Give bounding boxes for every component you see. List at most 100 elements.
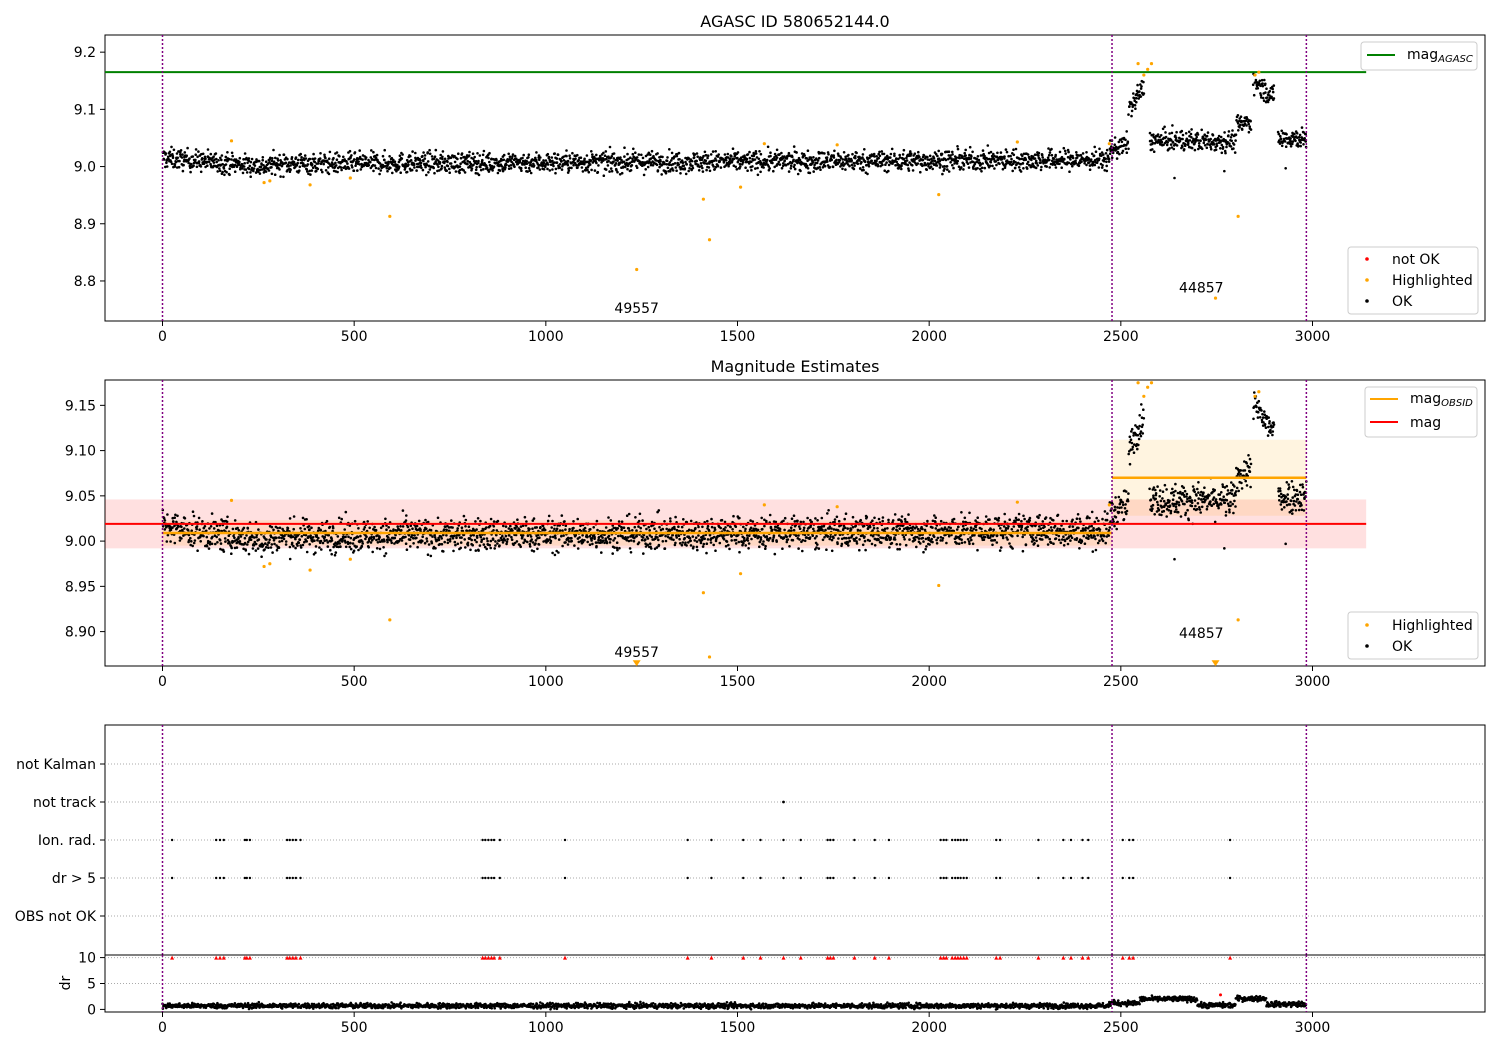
ok-point <box>1009 160 1013 164</box>
ok-point <box>678 537 681 541</box>
ok-point <box>526 540 529 544</box>
ok-point <box>385 161 388 165</box>
ok-point <box>390 541 394 545</box>
ok-point <box>537 166 540 169</box>
ok-point <box>661 155 664 159</box>
ok-point <box>696 155 699 158</box>
ok-point <box>580 166 584 169</box>
ok-point <box>767 539 770 542</box>
ok-point <box>374 528 378 532</box>
ok-point <box>261 156 265 159</box>
ok-point <box>212 527 216 530</box>
ok-point <box>1246 117 1249 121</box>
ok-point <box>1092 160 1095 164</box>
ok-point <box>732 157 736 161</box>
ok-point <box>706 524 710 528</box>
ok-point <box>893 154 896 158</box>
ok-point <box>702 534 705 538</box>
ok-point <box>1074 159 1077 163</box>
ok-point <box>764 547 767 550</box>
ok-point <box>318 157 322 160</box>
ok-point <box>292 515 296 518</box>
ok-point <box>1261 96 1265 100</box>
ok-point <box>650 520 654 524</box>
ok-point <box>673 155 676 158</box>
ok-point <box>522 153 525 157</box>
y-tick-label: 8.9 <box>74 217 96 233</box>
ok-point <box>535 526 538 529</box>
ok-point <box>1237 129 1240 132</box>
ok-point <box>394 533 397 537</box>
ok-point <box>583 526 587 530</box>
ok-point <box>183 527 186 530</box>
ok-point <box>1181 133 1185 137</box>
ok-point <box>220 158 223 162</box>
y-tick-label: 9.2 <box>74 45 96 61</box>
ok-point <box>736 151 740 154</box>
ok-point <box>299 152 303 156</box>
ok-point <box>836 542 839 546</box>
ok-point <box>257 538 261 541</box>
ok-point <box>619 156 622 159</box>
ok-point <box>699 162 703 165</box>
ok-point <box>770 528 774 532</box>
ok-point <box>629 551 633 554</box>
ok-point <box>272 539 276 542</box>
ok-point <box>1236 122 1240 125</box>
ok-point <box>1295 132 1299 135</box>
ok-point <box>626 536 630 539</box>
ok-point <box>320 548 323 551</box>
ok-point <box>907 513 910 516</box>
ok-point <box>352 158 356 161</box>
ok-point <box>475 165 478 169</box>
ok-point <box>768 513 772 517</box>
ok-point <box>1162 143 1165 147</box>
ok-point <box>334 551 338 554</box>
ok-point <box>572 163 575 167</box>
ok-point <box>938 166 942 169</box>
ok-point <box>697 534 700 537</box>
ok-point <box>1040 153 1044 157</box>
ok-point <box>193 539 197 542</box>
ok-point <box>900 167 903 171</box>
ok-point <box>579 156 583 159</box>
ok-point <box>608 145 612 149</box>
ok-point <box>778 163 782 166</box>
ok-point <box>894 533 897 537</box>
ok-point <box>345 160 348 163</box>
ok-point <box>1067 161 1071 165</box>
ok-point <box>194 153 197 156</box>
ok-point <box>327 533 331 537</box>
ok-point <box>513 165 516 169</box>
ok-point <box>1289 137 1292 140</box>
ok-point <box>511 529 514 532</box>
ok-point <box>1150 139 1153 142</box>
ok-point <box>1022 152 1026 156</box>
ok-point <box>539 156 542 159</box>
ok-point <box>454 170 458 173</box>
ok-point <box>851 525 855 529</box>
ok-point <box>1066 148 1070 152</box>
ok-point <box>421 168 425 172</box>
ok-point <box>1093 145 1096 149</box>
ok-point <box>1036 164 1040 167</box>
ok-point <box>751 165 754 168</box>
ok-point <box>364 156 368 159</box>
ok-point <box>754 150 758 153</box>
ok-point <box>306 170 309 173</box>
ok-point <box>489 168 492 171</box>
ok-point <box>562 155 565 159</box>
ok-point <box>1011 169 1014 173</box>
ok-point <box>395 529 399 533</box>
ok-point <box>467 525 471 528</box>
ok-point <box>805 157 808 160</box>
ok-point <box>407 533 411 537</box>
ok-point <box>508 155 512 158</box>
ok-point <box>430 541 434 545</box>
ok-point <box>1102 159 1106 163</box>
ok-point <box>509 167 513 170</box>
ok-point <box>1107 157 1111 161</box>
ok-point <box>771 538 775 542</box>
ok-point <box>837 519 841 523</box>
